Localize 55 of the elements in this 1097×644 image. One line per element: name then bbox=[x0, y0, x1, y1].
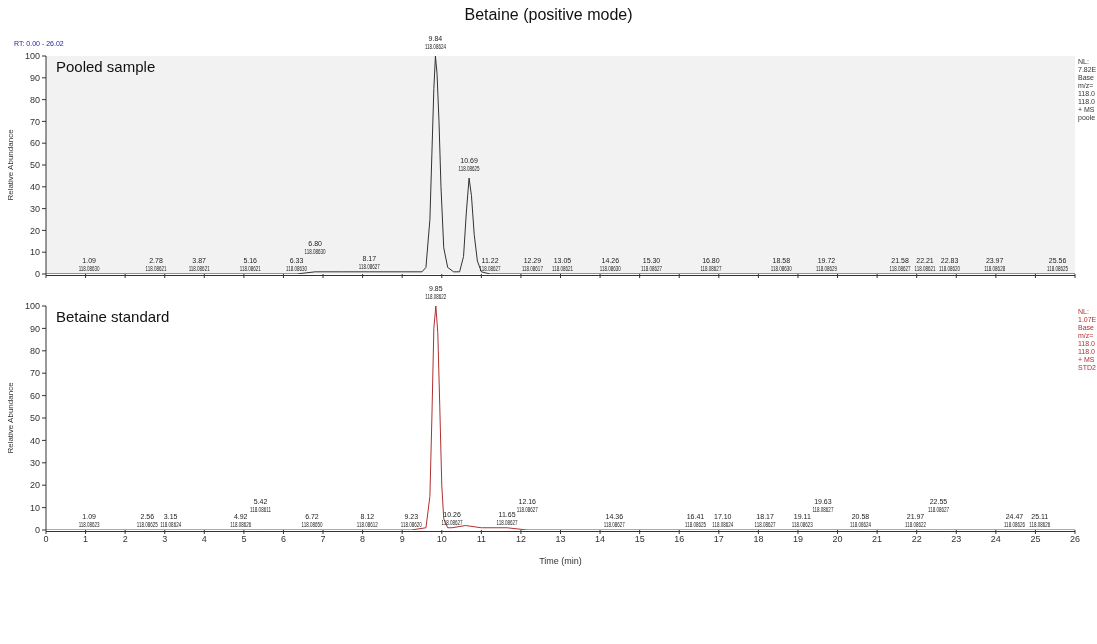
y-tick-label: 10 bbox=[29, 247, 40, 258]
x-tick-label: 4 bbox=[201, 534, 207, 545]
y-tick-label: 20 bbox=[29, 480, 40, 491]
x-axis-title: Time (min) bbox=[539, 556, 582, 566]
y-tick-label: 20 bbox=[29, 225, 40, 236]
x-tick-label: 7 bbox=[320, 534, 326, 545]
x-tick-label: 10 bbox=[436, 534, 447, 545]
x-tick-label: 0 bbox=[43, 534, 49, 545]
x-tick-label: 1 bbox=[83, 534, 89, 545]
y-tick-label: 60 bbox=[29, 138, 40, 149]
y-tick-label: 50 bbox=[29, 160, 40, 171]
x-tick-label: 15 bbox=[634, 534, 645, 545]
y-axis-title: Relative Abundance bbox=[5, 128, 15, 201]
chart-subtitle: Betaine standard bbox=[56, 308, 170, 325]
y-tick-label: 0 bbox=[34, 525, 40, 536]
x-tick-label: 3 bbox=[162, 534, 168, 545]
y-tick-label: 50 bbox=[29, 413, 40, 424]
x-tick-label: 2 bbox=[122, 534, 128, 545]
y-tick-label: 0 bbox=[34, 269, 40, 280]
y-tick-label: 30 bbox=[29, 457, 40, 468]
y-tick-label: 100 bbox=[24, 51, 40, 62]
y-tick-label: 70 bbox=[29, 116, 40, 127]
x-tick-label: 13 bbox=[555, 534, 566, 545]
chart-title: Betaine (positive mode) bbox=[463, 5, 634, 25]
y-axis-title: Relative Abundance bbox=[5, 381, 15, 454]
x-tick-label: 6 bbox=[280, 534, 286, 545]
x-tick-label: 9 bbox=[399, 534, 405, 545]
y-tick-label: 90 bbox=[29, 323, 40, 334]
x-tick-label: 12 bbox=[515, 534, 526, 545]
x-tick-label: 18 bbox=[753, 534, 764, 545]
x-tick-label: 26 bbox=[1069, 534, 1081, 545]
x-tick-label: 16 bbox=[674, 534, 685, 545]
chart-subtitle: Pooled sample bbox=[56, 58, 156, 75]
y-tick-label: 80 bbox=[29, 345, 40, 356]
x-tick-label: 14 bbox=[595, 534, 606, 545]
y-tick-label: 10 bbox=[29, 502, 40, 513]
x-tick-label: 8 bbox=[360, 534, 366, 545]
x-tick-label: 20 bbox=[832, 534, 843, 545]
x-tick-label: 22 bbox=[911, 534, 922, 545]
y-tick-label: 40 bbox=[29, 182, 40, 192]
x-tick-label: 24 bbox=[990, 534, 1001, 545]
y-tick-label: 90 bbox=[29, 72, 40, 83]
y-tick-label: 40 bbox=[29, 435, 40, 446]
x-tick-label: 19 bbox=[792, 534, 803, 545]
y-tick-label: 60 bbox=[29, 390, 40, 401]
y-tick-label: 30 bbox=[29, 203, 40, 214]
x-tick-label: 21 bbox=[872, 534, 883, 545]
x-tick-label: 17 bbox=[713, 534, 724, 545]
y-tick-label: 70 bbox=[29, 368, 40, 379]
x-tick-label: 5 bbox=[241, 534, 247, 545]
y-tick-label: 80 bbox=[29, 94, 40, 105]
x-tick-label: 11 bbox=[476, 534, 487, 545]
y-tick-label: 100 bbox=[24, 301, 40, 312]
x-tick-label: 25 bbox=[1030, 534, 1041, 545]
x-tick-label: 23 bbox=[951, 534, 962, 545]
